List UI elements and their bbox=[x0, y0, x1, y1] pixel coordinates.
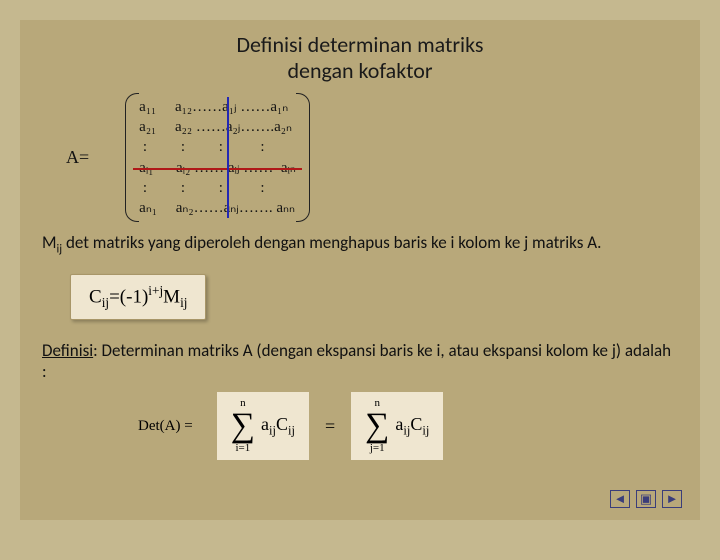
determinant-expansion: Det(A) = n ∑ i=1 aijCij = n ∑ j=1 aijCij bbox=[138, 392, 682, 460]
definition-text: Definisi: Determinan matriks A (dengan e… bbox=[42, 340, 678, 383]
def-underline: Definisi bbox=[42, 340, 93, 361]
matrix-row: aᵢ₁ aᵢ₂ …… aᵢⱼ …… aᵢₙ bbox=[139, 158, 296, 178]
term-a-sub: ij bbox=[269, 423, 276, 437]
det-label: Det(A) = bbox=[138, 418, 193, 435]
cij-m: M bbox=[163, 286, 180, 307]
sigma-symbol: ∑ bbox=[365, 409, 389, 443]
cij-exp: i+j bbox=[148, 283, 163, 298]
sigma-bottom: j=1 bbox=[370, 443, 385, 454]
cij-c: C bbox=[89, 286, 102, 307]
matrix-row: a₁₁ a₁₂……a₁ⱼ ……a₁ₙ bbox=[139, 97, 296, 117]
term-c-sub: ij bbox=[288, 423, 295, 437]
bracket-left-icon bbox=[125, 93, 139, 223]
sum-over-j: n ∑ j=1 aijCij bbox=[351, 392, 443, 460]
sigma-bottom: i=1 bbox=[235, 443, 250, 454]
matrix-row: : : : : bbox=[139, 178, 296, 198]
a-equals-label: A= bbox=[66, 147, 89, 168]
cij-eq: =(-1) bbox=[109, 286, 148, 307]
mij-description: Mij det matriks yang diperoleh dengan me… bbox=[42, 232, 678, 257]
nav-controls: ◄ ▣ ► bbox=[610, 490, 682, 508]
def-rest: : Determinan matriks A (dengan ekspansi … bbox=[42, 340, 671, 382]
bracket-right-icon bbox=[296, 93, 310, 223]
prev-button[interactable]: ◄ bbox=[610, 490, 630, 508]
title-line-2: dengan kofaktor bbox=[287, 57, 432, 84]
cij-m-sub: ij bbox=[180, 295, 187, 310]
sum-term: aijCij bbox=[261, 414, 295, 439]
cij-sub: ij bbox=[102, 295, 109, 310]
sigma-symbol: ∑ bbox=[231, 409, 255, 443]
matrix: a₁₁ a₁₂……a₁ⱼ ……a₁ₙ a₂₁ a₂₂ ……a₂ⱼ…….a₂ₙ :… bbox=[127, 93, 308, 223]
term-c: C bbox=[410, 414, 422, 434]
matrix-definition: A= a₁₁ a₁₂……a₁ⱼ ……a₁ₙ a₂₁ a₂₂ ……a₂ⱼ…….a₂… bbox=[66, 93, 682, 223]
mij-rest: det matriks yang diperoleh dengan mengha… bbox=[62, 232, 601, 253]
matrix-row: aₙ₁ aₙ₂……aₙⱼ……. aₙₙ bbox=[139, 198, 296, 218]
home-button[interactable]: ▣ bbox=[636, 490, 656, 508]
sum-over-i: n ∑ i=1 aijCij bbox=[217, 392, 309, 460]
term-a: a bbox=[261, 414, 269, 434]
next-button[interactable]: ► bbox=[662, 490, 682, 508]
slide: { "title_line1": "Definisi determinan ma… bbox=[20, 20, 700, 520]
term-c-sub: ij bbox=[422, 423, 429, 437]
sum-term: aijCij bbox=[395, 414, 429, 439]
term-c: C bbox=[276, 414, 288, 434]
title-line-1: Definisi determinan matriks bbox=[237, 31, 484, 58]
sigma-icon: n ∑ i=1 bbox=[231, 398, 255, 454]
cofactor-formula: Cij=(-1)i+jMij bbox=[70, 274, 206, 320]
sigma-icon: n ∑ j=1 bbox=[365, 398, 389, 454]
mij-symbol: M bbox=[42, 232, 57, 253]
matrix-row: : : : : bbox=[139, 137, 296, 157]
slide-title: Definisi determinan matriks dengan kofak… bbox=[38, 32, 682, 85]
equals-sign: = bbox=[325, 416, 335, 437]
matrix-row: a₂₁ a₂₂ ……a₂ⱼ…….a₂ₙ bbox=[139, 117, 296, 137]
